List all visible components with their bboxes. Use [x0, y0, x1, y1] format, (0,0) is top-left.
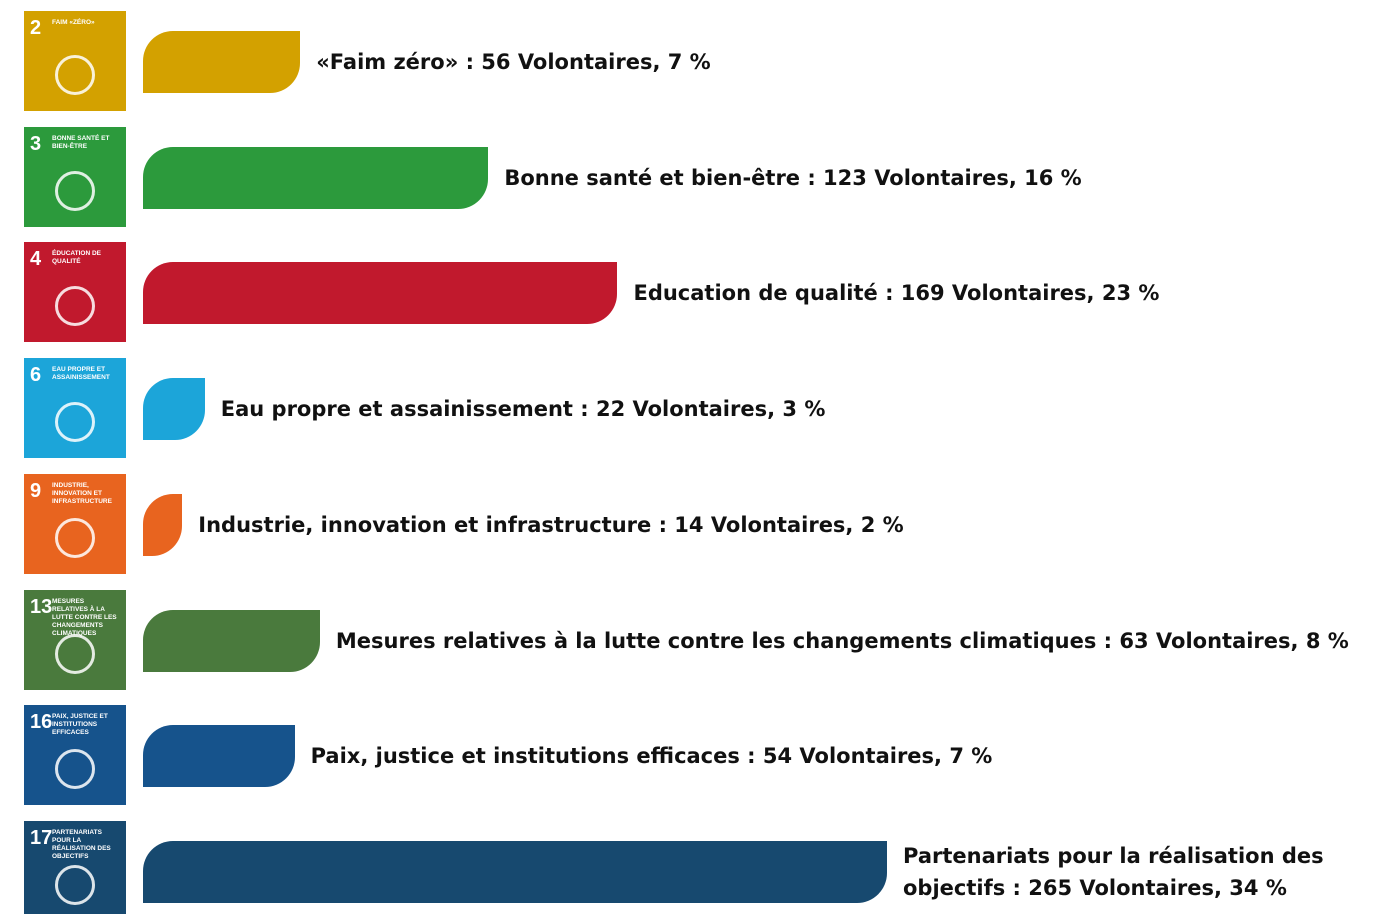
goal-number: 9 — [30, 479, 42, 502]
value-label: «Faim zéro» : 56 Volontaires, 7 % — [316, 50, 711, 74]
goal-icon: 6 EAU PROPRE ET ASSAINISSEMENT — [24, 358, 126, 459]
goal-number: 17 — [30, 826, 53, 849]
goal-icon: 3 BONNE SANTÉ ET BIEN-ÊTRE — [24, 126, 126, 227]
bar — [143, 378, 205, 441]
value-label: Education de qualité : 169 Volontaires, … — [633, 281, 1160, 306]
bar — [143, 493, 183, 556]
goal-caption: EAU PROPRE ET ASSAINISSEMENT — [52, 366, 110, 382]
goal-caption: PAIX, JUSTICE ET INSTITUTIONS EFFICACES — [52, 713, 108, 737]
goal-glyph — [55, 517, 95, 558]
goal-caption: INDUSTRIE, INNOVATION ET INFRASTRUCTURE — [52, 481, 112, 505]
goal-glyph — [55, 402, 95, 443]
goal-caption: BONNE SANTÉ ET BIEN-ÊTRE — [52, 134, 110, 150]
goal-caption: PARTENARIATS POUR LA RÉALISATION DES OBJ… — [52, 828, 111, 860]
goal-number: 16 — [30, 711, 53, 734]
goal-number: 3 — [30, 132, 42, 155]
goal-icon: 2 FAIM «ZÉRO» — [24, 11, 126, 111]
goal-number: 6 — [30, 364, 42, 387]
bar — [143, 840, 887, 903]
value-label: Industrie, innovation et infrastructure … — [198, 512, 904, 537]
value-label: Partenariats pour la réalisation des obj… — [903, 843, 1324, 900]
goal-number: 4 — [30, 248, 42, 271]
goal-caption: MESURES RELATIVES À LA LUTTE CONTRE LES … — [52, 597, 117, 637]
goal-glyph — [55, 864, 95, 905]
goal-glyph — [55, 170, 95, 211]
goal-icon: 9 INDUSTRIE, INNOVATION ET INFRASTRUCTURE — [24, 473, 126, 574]
goal-caption: ÉDUCATION DE QUALITÉ — [52, 250, 101, 266]
value-label: Mesures relatives à la lutte contre les … — [335, 628, 1349, 653]
goal-glyph — [55, 749, 95, 790]
bar — [143, 725, 295, 788]
value-label: Paix, justice et institutions efficaces … — [310, 744, 993, 769]
goal-caption: FAIM «ZÉRO» — [52, 19, 95, 26]
goal-icon: 13 MESURES RELATIVES À LA LUTTE CONTRE LE… — [24, 589, 126, 690]
goal-glyph — [55, 633, 95, 674]
bar — [143, 262, 618, 325]
bar — [143, 146, 489, 209]
goal-glyph — [55, 55, 95, 95]
goal-glyph — [55, 286, 95, 327]
bar — [143, 31, 301, 93]
goal-icon: 17 PARTENARIATS POUR LA RÉALISATION DES O… — [24, 820, 126, 914]
goal-icon: 4 ÉDUCATION DE QUALITÉ — [24, 242, 126, 343]
goal-number: 2 — [30, 17, 42, 39]
bar — [143, 609, 320, 672]
goal-number: 13 — [30, 595, 53, 618]
value-label: Eau propre et assainissement : 22 Volont… — [220, 397, 826, 422]
goal-icon: 16 PAIX, JUSTICE ET INSTITUTIONS EFFICACE… — [24, 705, 126, 806]
value-label: Bonne santé et bien-être : 123 Volontair… — [504, 165, 1082, 190]
